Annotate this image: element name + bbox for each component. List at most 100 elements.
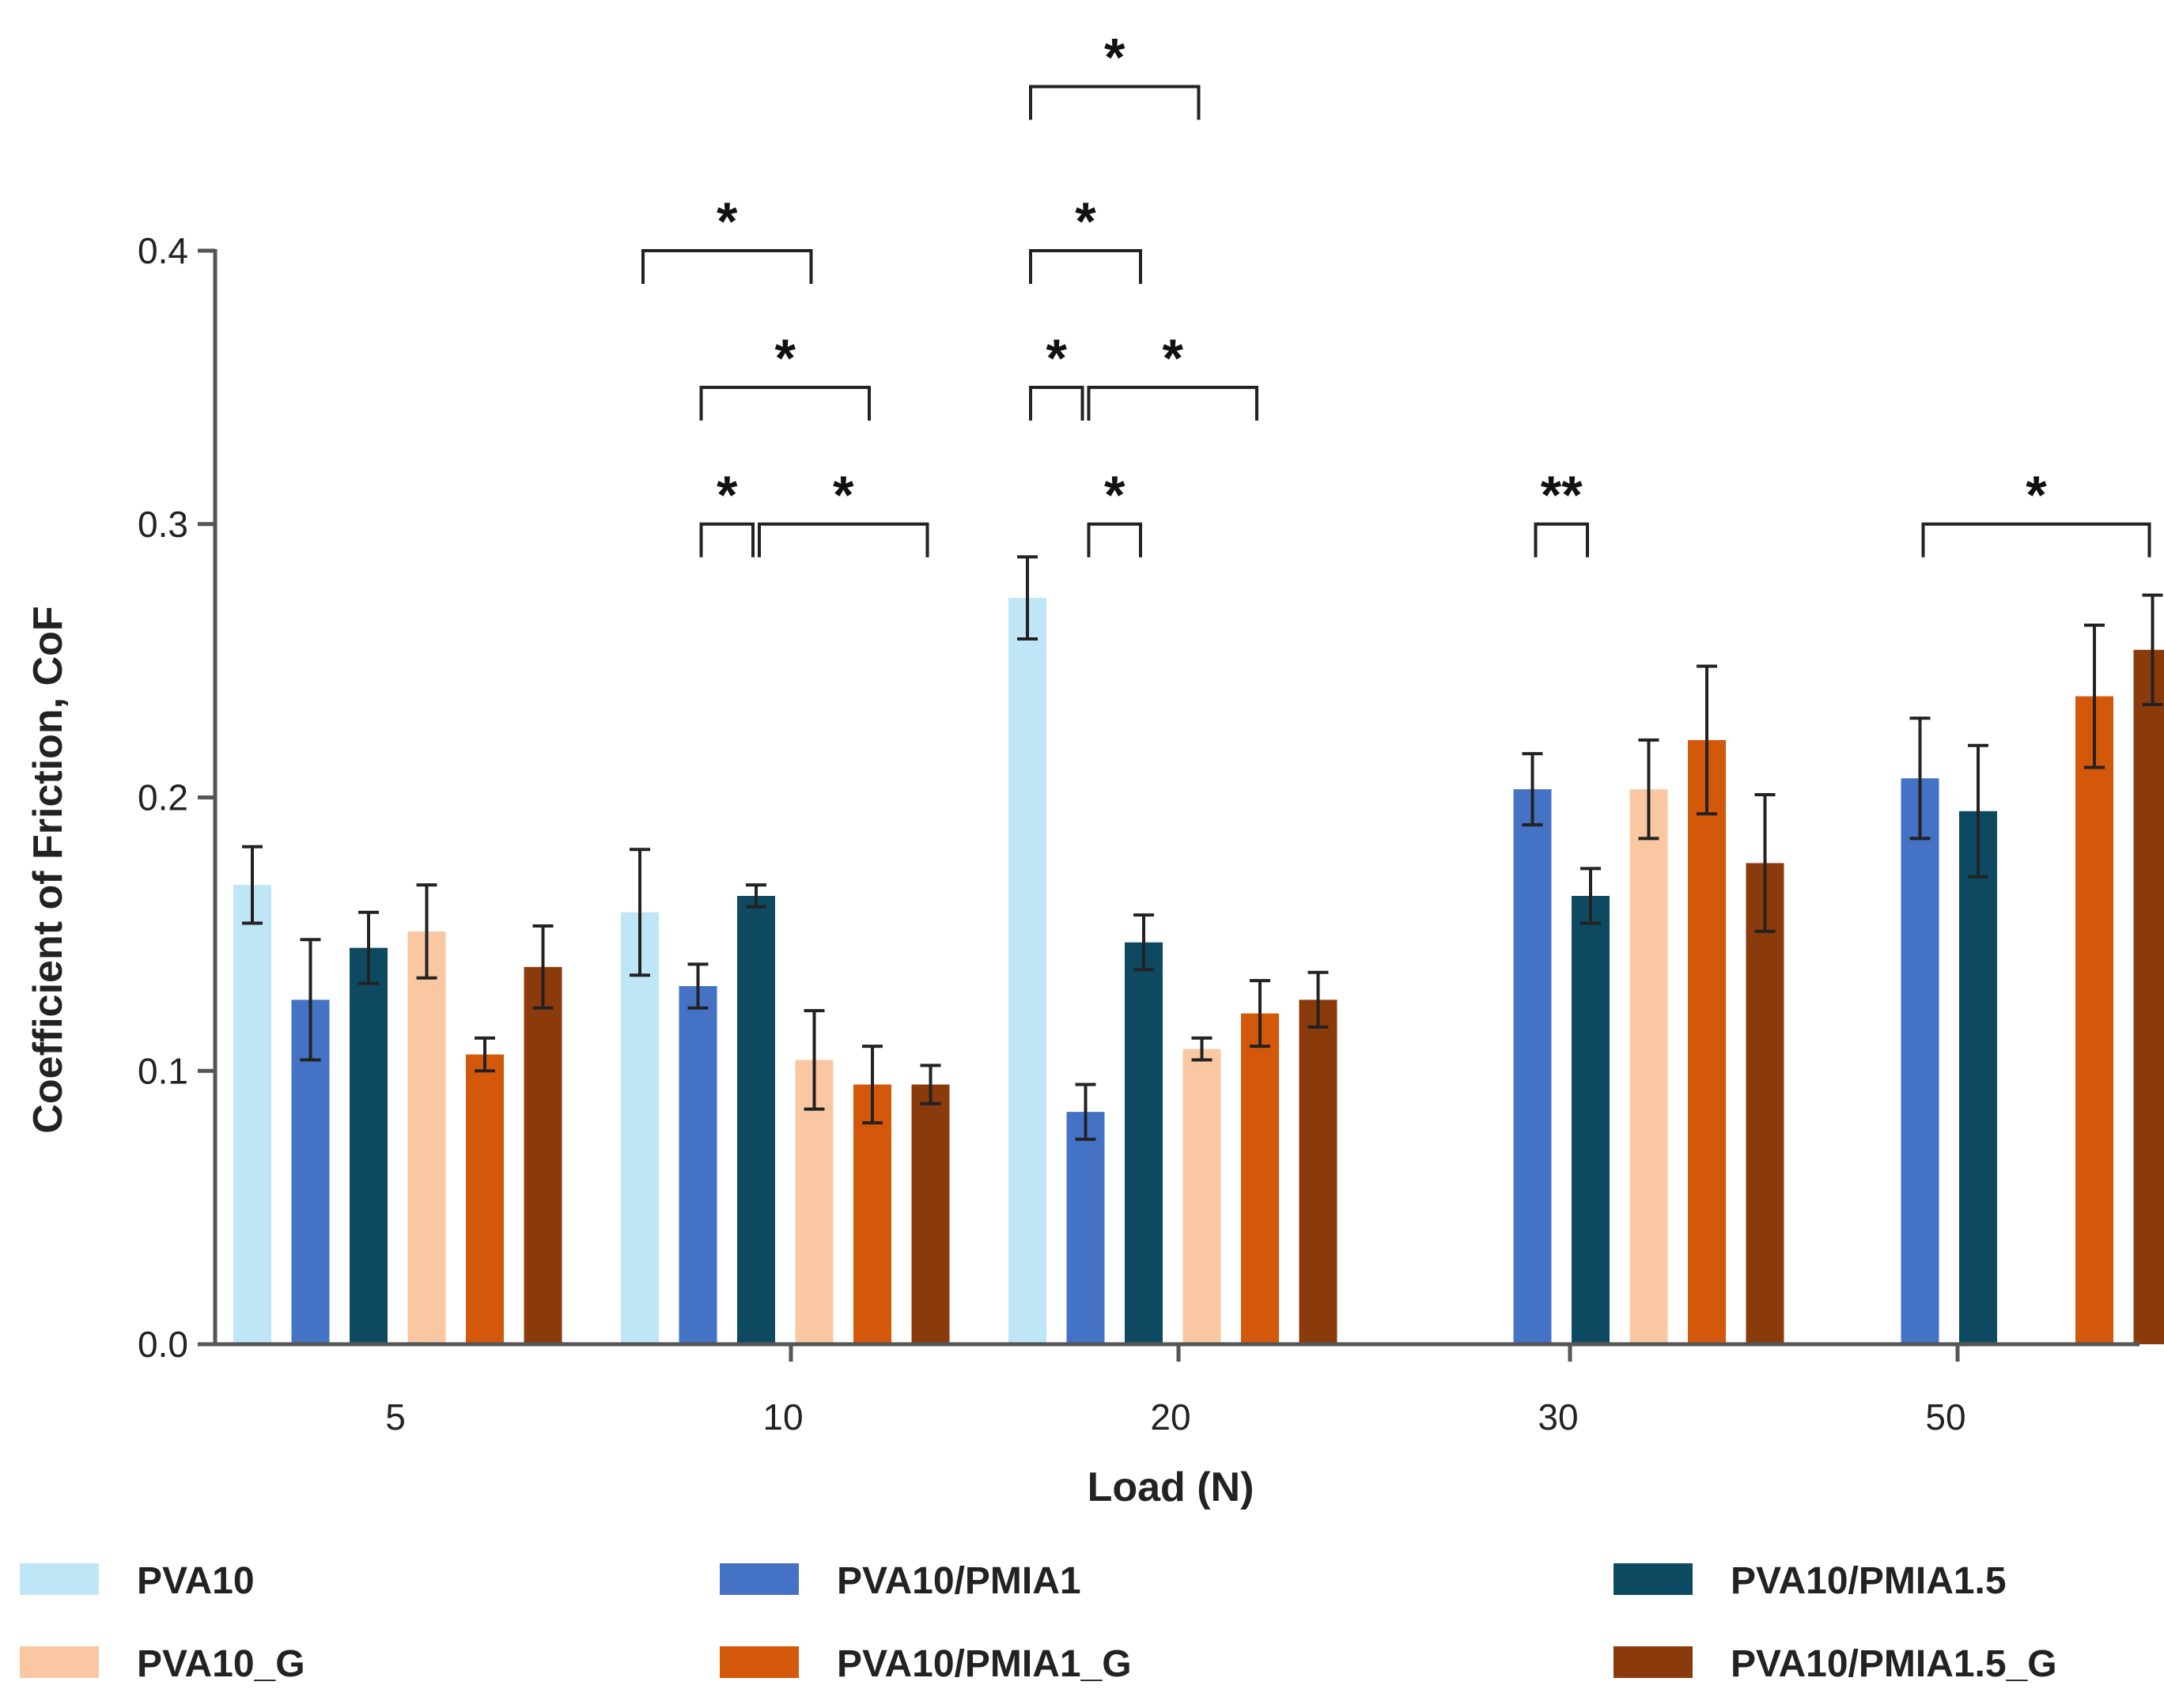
bar: [621, 912, 659, 1344]
bar: [911, 1084, 950, 1344]
error-bar: [358, 910, 379, 985]
legend-item: PVA10/PMIA1.5: [1614, 1560, 2007, 1602]
significance-bracket: *: [1029, 328, 1084, 421]
error-bar: [630, 848, 650, 977]
legend-item: PVA10_G: [20, 1643, 305, 1685]
legend-item: PVA10: [20, 1560, 255, 1602]
x-tick-label: 20: [1150, 1396, 1190, 1438]
bar: [1572, 895, 1610, 1344]
significance-bracket: *: [1029, 28, 1201, 120]
significance-brackets: *** **** ** ** *: [641, 28, 2151, 557]
legend-label: PVA10/PMIA1.5_G: [1731, 1643, 2057, 1685]
error-bar: [2084, 623, 2105, 769]
bar: [1513, 789, 1552, 1344]
significance-bracket: *: [1087, 465, 1142, 557]
bar: [233, 885, 271, 1344]
significance-label: *: [717, 191, 738, 251]
legend-label: PVA10_G: [137, 1643, 305, 1685]
bar: [524, 966, 562, 1344]
error-bar: [1697, 664, 1717, 816]
y-tick-label: 0.4: [138, 230, 188, 271]
error-bar: [300, 938, 321, 1062]
bar: [1066, 1112, 1105, 1344]
error-bar: [2142, 593, 2163, 706]
bar: [679, 986, 717, 1344]
legend-label: PVA10: [137, 1560, 255, 1602]
error-bar: [1191, 1036, 1213, 1062]
error-bar: [1968, 743, 1988, 879]
bar: [2133, 649, 2164, 1344]
error-bar: [1017, 555, 1038, 640]
legend-swatch: [1614, 1646, 1693, 1678]
significance-bracket: *: [758, 465, 929, 557]
bar: [1008, 598, 1046, 1344]
significance-bracket: *: [699, 465, 755, 557]
y-tick-label: 0.2: [138, 777, 188, 818]
bar: [2075, 696, 2113, 1344]
error-bar: [1754, 793, 1776, 933]
bar: [1125, 942, 1163, 1344]
legend-item: PVA10/PMIA1: [720, 1560, 1081, 1602]
error-bar: [687, 962, 709, 1010]
error-bar: [532, 924, 554, 1010]
legend-label: PVA10/PMIA1: [837, 1560, 1081, 1602]
y-tick-label: 0.0: [138, 1324, 188, 1365]
significance-label: *: [717, 465, 738, 525]
significance-bracket: *: [1029, 191, 1142, 284]
error-bar: [1133, 913, 1154, 972]
significance-label: *: [1104, 465, 1126, 525]
error-bar: [416, 883, 437, 980]
error-bar: [1522, 752, 1543, 827]
error-bar: [920, 1064, 941, 1105]
error-bar: [1075, 1083, 1096, 1141]
bar: [407, 931, 446, 1344]
significance-bracket: **: [1534, 465, 1589, 557]
significance-label: *: [2026, 465, 2047, 525]
axes: 5 10 20 30 50: [213, 249, 2139, 1438]
legend: PVA10 PVA10/PMIA1 PVA10/PMIA1.5 PVA10_G PVA1…: [20, 1560, 2057, 1685]
legend-swatch: [20, 1646, 99, 1678]
y-axis-title: Coefficient of Friction, CoF: [25, 606, 71, 1133]
bar: [1299, 999, 1337, 1344]
bar: [350, 947, 388, 1344]
legend-swatch: [1614, 1563, 1693, 1595]
bar: [737, 895, 775, 1344]
significance-label: *: [1104, 28, 1126, 88]
significance-label: *: [1163, 328, 1184, 388]
y-tick-label: 0.3: [138, 504, 188, 545]
significance-label: **: [1541, 465, 1583, 525]
error-bar: [804, 1009, 825, 1111]
error-bar: [1909, 716, 1931, 841]
legend-label: PVA10/PMIA1.5: [1731, 1560, 2007, 1602]
error-bar: [862, 1045, 883, 1124]
error-bars: [242, 555, 2163, 1141]
bar: [466, 1054, 504, 1344]
bar: [1182, 1049, 1221, 1344]
x-tick-label: 10: [762, 1396, 803, 1438]
x-tick-label: 5: [385, 1396, 406, 1438]
error-bar: [1250, 979, 1270, 1049]
significance-bracket: *: [1087, 328, 1258, 421]
y-axis-ticks: 0.0 0.1 0.2 0.3 0.4: [138, 230, 215, 1365]
significance-bracket: *: [1921, 465, 2151, 557]
error-bar: [1580, 867, 1601, 925]
significance-bracket: *: [699, 328, 871, 421]
bar: [1959, 811, 1997, 1344]
legend-swatch: [720, 1646, 799, 1678]
significance-label: *: [775, 328, 796, 388]
significance-label: *: [1075, 191, 1096, 251]
y-tick-label: 0.1: [138, 1050, 188, 1091]
bar: [853, 1084, 891, 1344]
error-bar: [242, 845, 263, 925]
x-tick-label: 50: [1925, 1396, 1965, 1438]
significance-label: *: [1046, 328, 1068, 388]
bar: [1241, 1013, 1279, 1344]
bar: [1629, 789, 1668, 1344]
bars: [233, 598, 2164, 1344]
bar: [1901, 778, 1939, 1344]
significance-label: *: [833, 465, 854, 525]
bar: [1746, 863, 1784, 1344]
error-bar: [1307, 970, 1329, 1029]
legend-item: PVA10/PMIA1.5_G: [1614, 1643, 2057, 1685]
